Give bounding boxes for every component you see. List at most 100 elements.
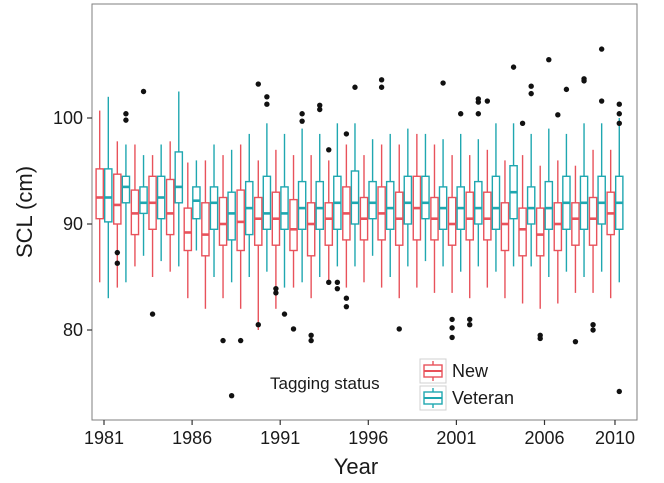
box-new-1983 — [130, 144, 140, 267]
outlier-point — [334, 279, 341, 285]
box-iqr — [262, 175, 272, 231]
box-veteran-1996 — [368, 139, 377, 256]
outlier-point — [458, 111, 464, 117]
box-veteran-1982 — [121, 111, 131, 283]
outlier-point — [114, 249, 121, 256]
outlier-point — [352, 84, 358, 90]
outlier-point — [378, 84, 385, 90]
box-veteran-2007 — [562, 86, 571, 272]
box-iqr — [297, 180, 307, 231]
box-new-1984 — [148, 155, 157, 317]
legend-label-veteran: Veteran — [452, 388, 514, 408]
box-iqr — [421, 175, 430, 220]
box-new-2001 — [447, 155, 457, 341]
y-tick-label-80: 80 — [63, 320, 83, 340]
box-veteran-2000 — [438, 80, 448, 267]
box-new-2009 — [588, 149, 598, 333]
box-iqr — [483, 191, 492, 241]
x-tick-label-1991: 1991 — [260, 428, 300, 448]
outlier-point — [140, 88, 147, 95]
box-iqr — [385, 180, 395, 231]
box-iqr — [165, 178, 175, 236]
box-new-2008 — [571, 165, 580, 345]
outlier-point — [326, 147, 332, 153]
outlier-point — [581, 78, 587, 84]
box-new-1995 — [342, 131, 351, 310]
box-new-2004 — [500, 160, 510, 299]
box-veteran-1981 — [103, 96, 113, 299]
x-axis-title: Year — [334, 454, 378, 479]
outlier-point — [616, 111, 622, 117]
outlier-point — [343, 295, 350, 301]
box-iqr — [289, 198, 298, 252]
box-new-1998 — [394, 144, 404, 332]
outlier-point — [528, 90, 534, 97]
box-new-2005 — [518, 120, 527, 304]
outlier-point — [598, 98, 605, 104]
box-veteran-2004 — [509, 64, 518, 267]
box-veteran-1995 — [350, 84, 360, 267]
box-new-1989 — [236, 144, 245, 344]
outlier-point — [572, 338, 579, 345]
box-iqr — [491, 175, 501, 231]
outlier-point — [590, 327, 596, 333]
outlier-point — [317, 102, 323, 108]
box-iqr — [535, 207, 545, 257]
box-iqr — [597, 175, 606, 225]
outlier-point — [334, 285, 341, 292]
box-new-1994 — [324, 147, 334, 285]
box-new-1990 — [253, 81, 263, 330]
box-new-1987 — [201, 160, 210, 309]
outlier-point — [449, 316, 455, 323]
series-new — [95, 77, 615, 345]
outlier-point — [264, 94, 270, 100]
outlier-point — [616, 120, 622, 127]
box-iqr — [315, 180, 325, 231]
box-veteran-1992 — [297, 111, 307, 283]
box-veteran-2002 — [474, 96, 483, 267]
x-tick-label-2010: 2010 — [595, 428, 635, 448]
outlier-point — [255, 81, 261, 87]
box-new-1985 — [165, 141, 175, 272]
box-iqr — [465, 191, 475, 241]
outlier-point — [255, 322, 261, 328]
legend-title: Tagging status — [270, 374, 380, 393]
outlier-point — [290, 326, 297, 332]
box-iqr — [113, 173, 122, 225]
box-new-1999 — [412, 133, 422, 288]
outlier-point — [317, 106, 323, 113]
box-veteran-1993 — [315, 102, 325, 277]
box-iqr — [227, 191, 236, 241]
outlier-point — [598, 46, 605, 52]
outlier-point — [378, 77, 385, 83]
box-iqr — [350, 170, 360, 225]
box-iqr — [236, 189, 245, 252]
box-iqr — [474, 180, 483, 225]
legend-key-new — [419, 358, 447, 384]
outlier-point — [114, 260, 121, 266]
legend-keys — [419, 358, 447, 411]
outlier-point — [555, 112, 561, 118]
box-iqr — [253, 196, 263, 246]
outlier-point — [273, 290, 279, 296]
box-iqr — [280, 186, 289, 230]
legend: Tagging status New Veteran — [270, 358, 514, 411]
box-veteran-2006 — [544, 57, 554, 277]
outlier-point — [343, 131, 350, 137]
box-iqr — [368, 180, 377, 220]
box-iqr — [518, 207, 527, 257]
outlier-point — [123, 111, 129, 117]
box-new-1982 — [113, 141, 122, 288]
box-new-1988 — [218, 155, 228, 344]
outlier-point — [264, 101, 270, 107]
outlier-point — [308, 332, 314, 338]
box-new-2000 — [430, 144, 439, 293]
outlier-point — [299, 118, 305, 124]
box-veteran-2005 — [526, 83, 536, 267]
box-iqr — [306, 202, 316, 257]
outlier-point — [326, 279, 332, 285]
outlier-point — [563, 86, 570, 93]
x-tick-label-2001: 2001 — [436, 428, 476, 448]
box-iqr — [218, 196, 228, 246]
box-new-2006 — [535, 165, 545, 342]
